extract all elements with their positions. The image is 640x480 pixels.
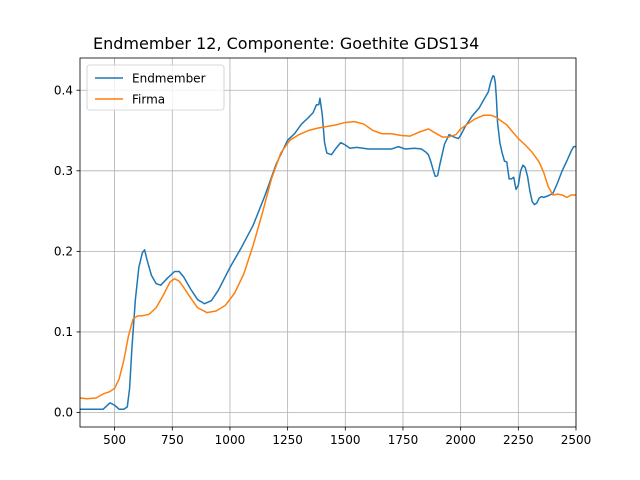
legend-label-firma: Firma — [132, 93, 165, 107]
y-tick-label: 0.4 — [54, 83, 73, 97]
series-line-endmember — [80, 74, 576, 411]
x-tick-label: 1750 — [388, 433, 419, 447]
y-tick-label: 0.1 — [54, 325, 73, 339]
legend-label-endmember: Endmember — [132, 72, 206, 86]
x-tick-label: 2000 — [445, 433, 476, 447]
x-tick-label: 2500 — [561, 433, 592, 447]
x-tick-label: 500 — [103, 433, 126, 447]
axes-frame — [79, 57, 577, 428]
x-tick-label: 2250 — [503, 433, 534, 447]
legend: Endmember Firma — [86, 64, 225, 111]
series-group — [80, 74, 576, 411]
x-tick-label: 1500 — [330, 433, 361, 447]
series-line-firma — [80, 114, 576, 400]
y-tick-label: 0.3 — [54, 164, 73, 178]
x-tick-label: 750 — [161, 433, 184, 447]
y-tick-label: 0.0 — [54, 406, 73, 420]
x-tick-label: 1250 — [272, 433, 303, 447]
chart-title: Endmember 12, Componente: Goethite GDS13… — [93, 34, 479, 53]
x-tick-label: 1000 — [215, 433, 246, 447]
plot-area: 500 750 1000 1250 1500 1750 2000 2250 2500 0.0 0.1… — [54, 57, 592, 447]
y-tick-label: 0.2 — [54, 245, 73, 259]
